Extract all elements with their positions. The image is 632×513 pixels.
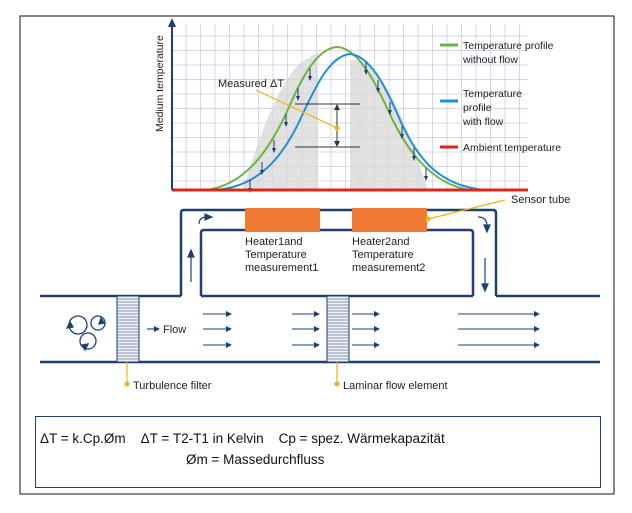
- heater-1-label-3: measurement1: [245, 262, 318, 274]
- heater-1-label-1: Heater1and: [245, 236, 303, 248]
- y-axis-label: Medium temperature: [154, 35, 166, 132]
- outer-frame: [19, 15, 615, 495]
- measured-delta-t-label: Measured ΔT: [218, 78, 284, 90]
- laminar-flow-element: [326, 295, 350, 363]
- flow-arrowhead: [374, 326, 380, 332]
- turbulence-filter-label: Turbulence filter: [133, 380, 212, 392]
- delta-arrowhead: [412, 156, 416, 161]
- flow-arrowhead: [226, 342, 232, 348]
- delta-arrowhead: [308, 76, 312, 81]
- heater-2-label-2: Temperature: [352, 249, 414, 261]
- tube-flow-arrows: [187, 213, 491, 293]
- flow-label: Flow: [163, 324, 186, 336]
- flow-arrowhead: [226, 326, 232, 332]
- legend-label-with-flow-1: Temperature: [463, 88, 522, 100]
- heater-1-label-2: Temperature: [245, 249, 307, 261]
- sensor-tube-label: Sensor tube: [511, 194, 570, 206]
- flow-arrowhead: [534, 311, 540, 317]
- y-axis-arrowhead: [168, 18, 176, 27]
- legend: Temperature profile without flow Tempera…: [440, 40, 561, 154]
- flow-arrowhead: [154, 326, 160, 332]
- delta-arrowhead: [364, 70, 368, 75]
- formula-line-1: ΔT = k.Cp.Øm ΔT = T2-T1 in Kelvin Cp = s…: [40, 431, 445, 446]
- legend-label-with-flow-2: profile: [463, 102, 492, 114]
- formula-box: ΔT = k.Cp.Øm ΔT = T2-T1 in Kelvin Cp = s…: [35, 416, 601, 488]
- heater-2-label-1: Heater2and: [352, 236, 410, 248]
- heater-1: [245, 208, 320, 232]
- legend-label-ambient: Ambient temperature: [463, 142, 561, 154]
- measured-delta-t-leader: [255, 89, 338, 129]
- flow-arrowhead: [374, 342, 380, 348]
- heater-2: [352, 208, 427, 232]
- delta-arrowhead: [296, 96, 300, 101]
- flow-arrowhead: [314, 311, 320, 317]
- sensor-tube-dot: [425, 216, 431, 222]
- delta-arrowhead: [424, 176, 428, 181]
- delta-arrows: [248, 62, 428, 193]
- curve-without-flow: [204, 45, 471, 191]
- laminar-flow-label: Laminar flow element: [343, 380, 448, 392]
- turbulence-filter: [116, 295, 140, 363]
- turbulence-swirl-icon: [65, 315, 106, 352]
- pipe-flow-arrows: [147, 311, 540, 348]
- delta-arrowhead: [284, 122, 288, 127]
- sensor-tube-leader: [427, 199, 506, 220]
- legend-label-with-flow-3: with flow: [462, 116, 504, 128]
- heater-2-label-3: measurement2: [352, 262, 425, 274]
- flow-arrowhead: [314, 342, 320, 348]
- flow-arrowhead: [534, 326, 540, 332]
- delta-arrowhead: [272, 148, 276, 153]
- laminar-flow-dot: [334, 381, 340, 387]
- delta-arrowhead: [388, 110, 392, 115]
- turbulence-filter-dot: [124, 381, 130, 387]
- measured-delta-t-dot: [334, 125, 340, 131]
- delta-arrowhead: [400, 134, 404, 139]
- legend-label-without-flow-2: without flow: [462, 54, 518, 66]
- delta-arrowhead: [260, 170, 264, 175]
- flow-arrowhead: [226, 311, 232, 317]
- formula-line-2: Øm = Massedurchfluss: [186, 452, 325, 467]
- legend-label-without-flow-1: Temperature profile: [463, 40, 554, 52]
- flow-arrowhead: [374, 311, 380, 317]
- flow-arrowhead: [534, 342, 540, 348]
- flow-arrowhead: [314, 326, 320, 332]
- curve-with-flow: [214, 52, 486, 191]
- delta-arrowhead: [376, 88, 380, 93]
- sensor-tube: [179, 208, 498, 296]
